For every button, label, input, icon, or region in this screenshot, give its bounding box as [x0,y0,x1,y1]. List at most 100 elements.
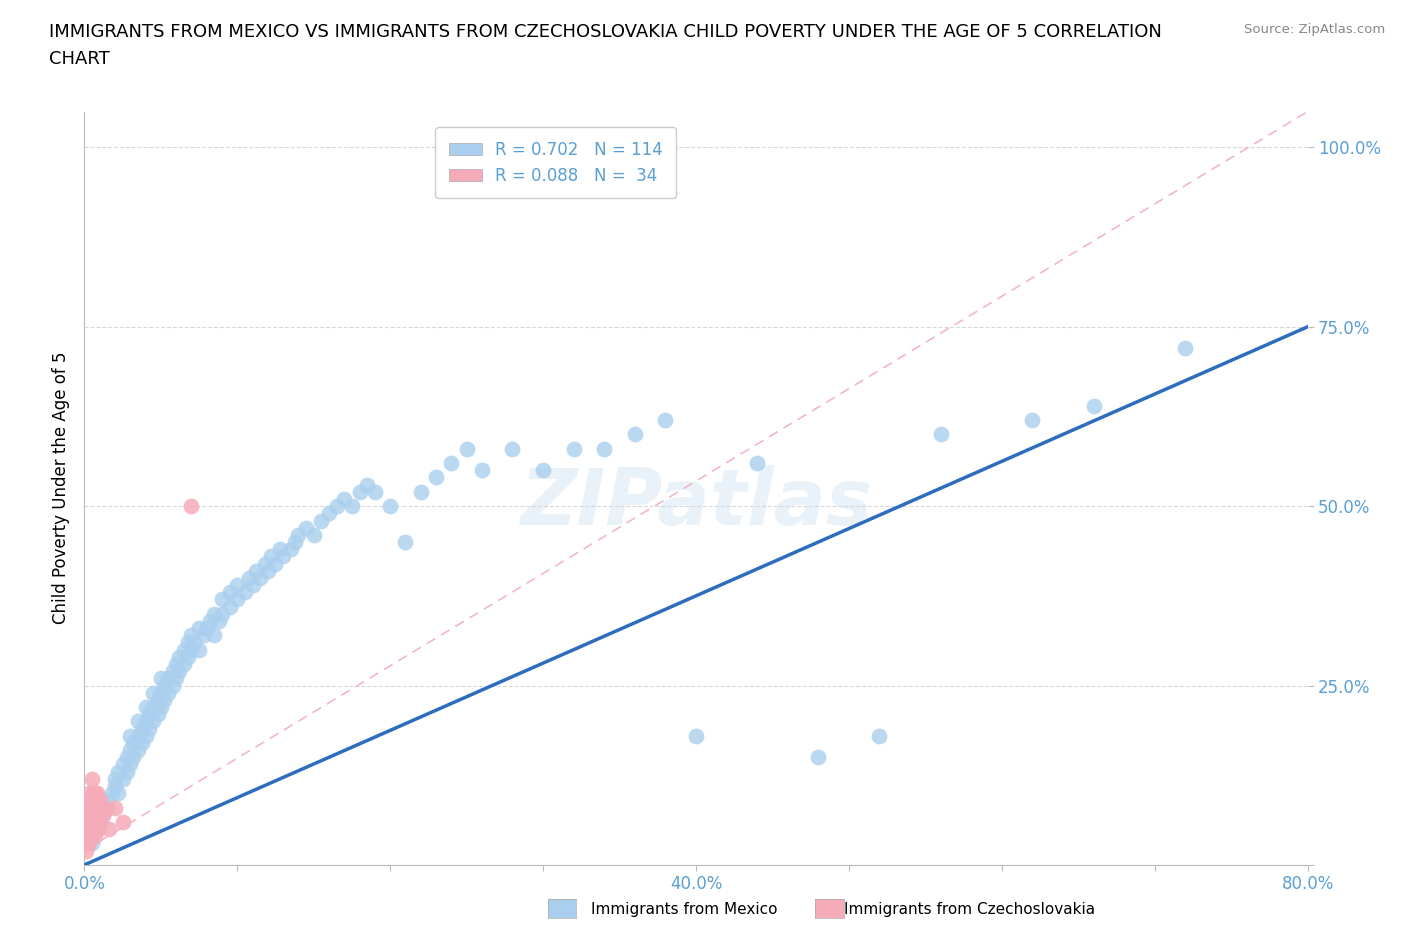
Point [188,643,211,658]
Text: Immigrants from Mexico: Immigrants from Mexico [591,902,778,917]
Point [238,570,260,585]
Point [138,707,160,722]
Point [440,456,463,471]
Point [76,815,98,830]
Point [83,807,105,822]
Point [173,643,195,658]
Point [146,693,169,708]
Point [115,750,138,764]
Legend: R = 0.702   N = 114, R = 0.088   N =  34: R = 0.702 N = 114, R = 0.088 N = 34 [436,127,676,198]
Point [142,699,165,714]
Point [195,620,218,635]
Point [97,821,120,836]
Point [142,685,165,700]
Point [456,442,478,457]
Point [173,657,195,671]
Point [502,442,524,457]
Point [177,635,200,650]
Point [1021,413,1043,428]
Point [211,592,233,607]
Point [654,413,676,428]
Point [165,657,187,671]
Point [425,470,447,485]
Point [127,743,149,758]
Point [1174,341,1197,356]
Point [84,800,107,815]
Point [86,821,108,836]
Point [165,671,187,685]
Point [153,693,176,708]
Point [245,564,267,578]
Point [107,786,129,801]
Point [218,599,240,614]
Point [242,578,264,592]
Point [162,664,184,679]
Point [96,800,118,815]
Point [226,578,249,592]
Point [149,671,172,685]
Point [142,714,165,729]
Point [76,800,98,815]
Point [79,793,101,808]
Point [104,778,127,793]
Point [685,728,707,743]
Point [471,463,494,478]
Point [284,535,307,550]
Point [394,535,416,550]
Point [208,614,231,629]
Point [104,800,127,815]
Point [1083,398,1105,413]
Point [157,685,180,700]
Point [202,628,225,643]
Point [869,728,891,743]
Text: IMMIGRANTS FROM MEXICO VS IMMIGRANTS FROM CZECHOSLOVAKIA CHILD POVERTY UNDER THE: IMMIGRANTS FROM MEXICO VS IMMIGRANTS FRO… [49,23,1163,68]
Point [271,549,294,564]
Point [280,542,302,557]
Point [380,498,402,513]
Point [122,750,145,764]
Point [127,728,149,743]
Point [87,800,110,815]
Point [356,477,378,492]
Point [177,649,200,664]
Point [87,821,110,836]
Point [83,786,105,801]
Point [127,714,149,729]
Point [77,821,100,836]
Point [77,807,100,822]
Point [409,485,432,499]
Point [120,728,142,743]
Point [325,498,347,513]
Point [91,807,114,822]
Point [333,492,356,507]
Point [198,614,221,629]
Point [167,649,190,664]
Point [80,815,103,830]
Point [111,771,134,786]
Point [624,427,647,442]
Point [149,685,172,700]
Point [218,585,240,600]
Point [747,456,769,471]
Point [107,764,129,779]
Point [80,771,103,786]
Point [80,836,103,851]
Point [180,643,202,658]
Point [202,606,225,621]
Point [101,786,124,801]
Point [84,829,107,844]
Point [89,815,111,830]
Point [86,807,108,822]
Point [94,800,117,815]
Point [531,463,554,478]
Point [89,793,111,808]
Point [593,442,616,457]
Point [80,800,103,815]
Point [131,721,153,736]
Point [183,635,205,650]
Point [86,786,108,801]
Point [929,427,952,442]
Point [340,498,363,513]
Text: ZIPatlas: ZIPatlas [520,465,872,541]
Point [122,736,145,751]
